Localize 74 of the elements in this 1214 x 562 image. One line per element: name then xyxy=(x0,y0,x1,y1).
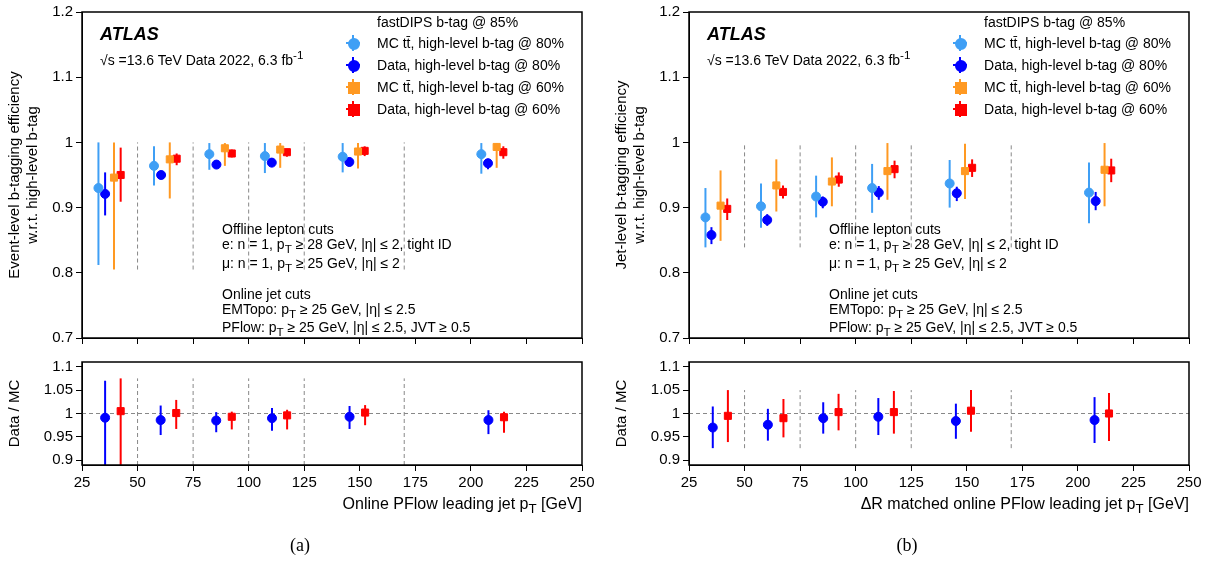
y-tick-label: 0.7 xyxy=(52,328,73,346)
y-tick-label: 0.8 xyxy=(659,262,680,280)
x-tick-label: 100 xyxy=(843,473,869,491)
y-tick-label: 0.9 xyxy=(659,197,680,215)
annotation: μ: n = 1, p$_{T}$ ≥ 25 GeV, |η| ≤ 2 xyxy=(829,254,1008,275)
text: (a) xyxy=(289,535,311,555)
annotation: PFlow: p$_{T}$ ≥ 25 GeV, |η| ≤ 2.5, JVT ≥ 0.5 xyxy=(829,319,1078,340)
y-tick-label: 1.2 xyxy=(659,2,680,20)
annotation: Online jet cuts xyxy=(829,285,919,302)
y-axis-title: Event-level b-tagging efficiency w.r.t. high-level b-tag xyxy=(5,70,41,279)
y-tick-label: 1.1 xyxy=(52,67,73,85)
y-tick-label: 1 xyxy=(64,132,73,150)
x-tick-label: 125 xyxy=(291,473,317,491)
y-tick-label: 1.05 xyxy=(650,380,680,398)
legend-label: Data, high-level b-tag @ 60% xyxy=(377,100,561,119)
x-tick-label: 25 xyxy=(73,473,91,491)
x-tick-label: 75 xyxy=(791,473,809,491)
annotation: √s =13.6 TeV Data 2022, 6.3 fb$^{-1}$ xyxy=(100,47,304,69)
x-tick-label: 75 xyxy=(184,473,202,491)
y-tick-label: 1 xyxy=(671,403,680,421)
x-tick-label: 225 xyxy=(1120,473,1146,491)
y-tick-label: 1.1 xyxy=(52,356,73,374)
x-tick-label: 225 xyxy=(513,473,539,491)
text: (b) xyxy=(895,535,919,555)
x-tick-label: 100 xyxy=(236,473,262,491)
legend-title: fastDIPS b-tag @ 85% xyxy=(983,13,1127,32)
y-tick-label: 0.7 xyxy=(659,328,680,346)
legend-title: fastDIPS b-tag @ 85% xyxy=(376,13,520,32)
legend-label: Data, high-level b-tag @ 80% xyxy=(984,56,1168,75)
y-tick-label: 0.9 xyxy=(52,450,73,468)
y-tick-label: 0.9 xyxy=(52,197,73,215)
x-tick-label: 50 xyxy=(129,473,146,491)
x-tick-label: 25 xyxy=(680,473,698,491)
y-tick-label: 1 xyxy=(64,403,73,421)
x-tick-label: 175 xyxy=(1009,473,1035,491)
x-tick-label: 200 xyxy=(458,473,484,491)
y-tick-label: 1.1 xyxy=(659,356,680,374)
y-tick-label: 1 xyxy=(671,132,680,150)
x-tick-label: 125 xyxy=(898,473,924,491)
x-tick-label: 250 xyxy=(1176,473,1202,491)
legend-label: MC tt̄, high-level b-tag @ 80% xyxy=(377,34,564,53)
annotation: Offline lepton cuts xyxy=(222,221,335,237)
annotation: e: n = 1, p$_{T}$ ≥ 28 GeV, |η| ≤ 2, tight ID xyxy=(829,236,1060,256)
x-tick-label: 175 xyxy=(402,473,428,491)
legend-label: MC tt̄, high-level b-tag @ 80% xyxy=(984,34,1171,53)
annotation: Offline lepton cuts xyxy=(829,221,942,237)
legend-label: Data, high-level b-tag @ 80% xyxy=(377,56,561,75)
annotation: Online jet cuts xyxy=(222,285,312,302)
x-tick-label: 150 xyxy=(347,473,373,491)
annotation: √s =13.6 TeV Data 2022, 6.3 fb$^{-1}$ xyxy=(707,47,911,69)
legend-label: Data, high-level b-tag @ 60% xyxy=(984,100,1168,119)
x-tick-label: 50 xyxy=(736,473,753,491)
y-axis-title: Data / MC xyxy=(612,379,630,448)
y-tick-label: 1.2 xyxy=(52,2,73,20)
x-tick-label: 200 xyxy=(1065,473,1091,491)
y-tick-label: 0.8 xyxy=(52,262,73,280)
x-axis-title: Online PFlow leading jet p$_{T}$ [GeV] xyxy=(342,495,582,517)
annotation: ATLAS xyxy=(100,23,160,46)
x-axis-title: ΔR matched online PFlow leading jet p$_{T}$ [GeV] xyxy=(860,495,1189,517)
y-tick-label: 0.9 xyxy=(659,450,680,468)
x-tick-label: 150 xyxy=(954,473,980,491)
annotation: ATLAS xyxy=(707,23,767,46)
y-tick-label: 1.05 xyxy=(43,380,73,398)
y-tick-label: 0.95 xyxy=(43,427,73,445)
y-tick-label: 1.1 xyxy=(659,67,680,85)
annotation: PFlow: p$_{T}$ ≥ 25 GeV, |η| ≤ 2.5, JVT ≥ 0.5 xyxy=(222,319,471,340)
legend-label: MC tt̄, high-level b-tag @ 60% xyxy=(377,78,564,97)
y-axis-title: Data / MC xyxy=(5,379,23,448)
legend-label: MC tt̄, high-level b-tag @ 60% xyxy=(984,78,1171,97)
y-axis-title: Jet-level b-tagging efficiency w.r.t. high-level b-tag xyxy=(612,80,648,270)
y-tick-label: 0.95 xyxy=(650,427,680,445)
annotation: μ: n = 1, p$_{T}$ ≥ 25 GeV, |η| ≤ 2 xyxy=(222,254,401,275)
x-tick-label: 250 xyxy=(569,473,595,491)
annotation: e: n = 1, p$_{T}$ ≥ 28 GeV, |η| ≤ 2, tight ID xyxy=(222,236,453,256)
